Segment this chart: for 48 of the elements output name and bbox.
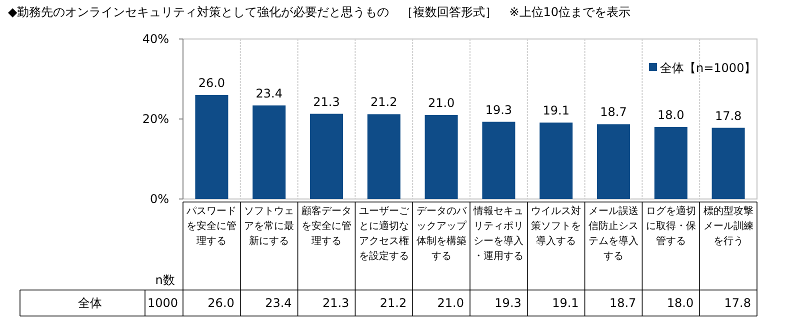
x-tick-label: ユーザーごとに適切なアクセス権を設定する bbox=[358, 206, 410, 262]
text: n数 bbox=[155, 273, 175, 287]
text: 21.3 bbox=[313, 94, 340, 109]
x-tick-label: データのバックアップ体制を構築する bbox=[416, 206, 468, 262]
text: 21.2 bbox=[370, 95, 398, 110]
text: 1000 bbox=[147, 296, 178, 310]
bar bbox=[712, 128, 745, 199]
bar bbox=[654, 127, 688, 199]
data-label: 21.0 bbox=[437, 296, 464, 310]
text: 21.0 bbox=[428, 96, 455, 110]
x-tick-label: 顧客データを安全に管理する bbox=[302, 205, 352, 247]
bar bbox=[195, 95, 228, 199]
bar bbox=[252, 105, 286, 199]
data-label: 18.7 bbox=[609, 296, 636, 310]
text: 17.8 bbox=[714, 108, 742, 123]
y-tick-label: 40% bbox=[142, 32, 169, 46]
bar bbox=[482, 122, 516, 199]
x-tick-label: メール誤送信防止システムを導入する bbox=[588, 205, 638, 262]
bar bbox=[424, 115, 458, 199]
data-label: 19.1 bbox=[552, 296, 579, 310]
data-label: 17.8 bbox=[724, 296, 751, 310]
text: 19.1 bbox=[542, 104, 570, 118]
data-label: 19.3 bbox=[494, 296, 522, 310]
data-label: 26.0 bbox=[208, 296, 234, 310]
text: 全体 bbox=[78, 296, 102, 310]
y-tick-label: 0% bbox=[150, 192, 169, 206]
x-tick-label: ソフトウェアを常に最新にする bbox=[244, 206, 294, 247]
text: 19.3 bbox=[485, 102, 512, 117]
x-tick-label: ログを適切に取得・保管する bbox=[646, 205, 696, 247]
text: 18.0 bbox=[658, 108, 684, 122]
legend-label: 全体【n=1000】 bbox=[660, 61, 756, 76]
x-tick-label: 情報セキュリティポリシーを導入・運用する bbox=[472, 205, 524, 262]
x-tick-label: 標的型攻撃メール訓練を行う bbox=[703, 205, 754, 247]
x-tick-label: ウイルス対策ソフトを導入する bbox=[531, 205, 582, 247]
data-label: 21.2 bbox=[380, 296, 407, 310]
y-tick-label: 20% bbox=[142, 112, 169, 126]
data-label: 23.4 bbox=[265, 296, 292, 310]
bar bbox=[540, 122, 573, 199]
data-label: 18.0 bbox=[666, 296, 694, 310]
text: 23.4 bbox=[256, 86, 282, 100]
bar bbox=[367, 114, 400, 199]
bar bbox=[597, 124, 630, 199]
text: 26.0 bbox=[198, 76, 226, 90]
bar bbox=[310, 114, 343, 199]
text: 18.7 bbox=[600, 105, 627, 120]
x-tick-label: パスワードを安全に管理する bbox=[186, 206, 237, 247]
data-label: 21.3 bbox=[322, 296, 350, 310]
chart-title: ◆勤務先のオンラインセキュリティ対策として強化が必要だと思うもの ［複数回答形式］ ※上位10位までを表示 bbox=[8, 5, 631, 19]
